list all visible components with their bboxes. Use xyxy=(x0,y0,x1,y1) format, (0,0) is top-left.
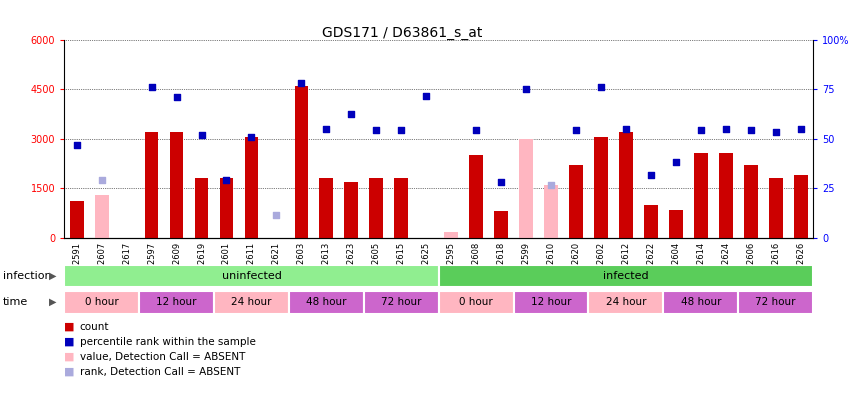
Point xyxy=(744,127,758,133)
Bar xyxy=(145,132,158,238)
Bar xyxy=(469,155,483,238)
Text: 48 hour: 48 hour xyxy=(306,297,347,307)
Bar xyxy=(370,178,383,238)
Point xyxy=(520,86,533,92)
Bar xyxy=(194,178,208,238)
Point xyxy=(669,158,683,165)
Point xyxy=(220,177,234,183)
Text: percentile rank within the sample: percentile rank within the sample xyxy=(80,337,255,347)
Bar xyxy=(64,291,139,314)
Point xyxy=(469,127,483,133)
Bar xyxy=(514,291,588,314)
Point xyxy=(544,182,558,188)
Bar xyxy=(245,137,259,238)
Bar xyxy=(663,291,738,314)
Bar xyxy=(644,205,657,238)
Point xyxy=(494,178,508,185)
Bar xyxy=(139,291,214,314)
Bar xyxy=(444,232,458,238)
Point xyxy=(395,127,408,133)
Bar xyxy=(694,153,708,238)
Bar xyxy=(294,86,308,238)
Point xyxy=(694,127,708,133)
Point xyxy=(619,126,633,132)
Bar xyxy=(719,153,733,238)
Bar xyxy=(594,137,608,238)
Point xyxy=(719,126,733,132)
Text: ■: ■ xyxy=(64,367,74,377)
Text: ■: ■ xyxy=(64,337,74,347)
Text: GDS171 / D63861_s_at: GDS171 / D63861_s_at xyxy=(322,26,483,40)
Text: 48 hour: 48 hour xyxy=(681,297,721,307)
Bar xyxy=(70,201,84,238)
Bar xyxy=(220,178,234,238)
Point xyxy=(569,127,583,133)
Text: infection: infection xyxy=(3,271,51,281)
Bar xyxy=(438,265,813,287)
Bar xyxy=(769,178,782,238)
Bar xyxy=(794,175,807,238)
Bar xyxy=(744,165,758,238)
Point xyxy=(319,126,333,132)
Bar xyxy=(344,181,358,238)
Point xyxy=(169,94,183,101)
Text: count: count xyxy=(80,322,109,332)
Text: time: time xyxy=(3,297,27,307)
Point xyxy=(95,177,109,183)
Text: uninfected: uninfected xyxy=(222,271,282,281)
Text: ▶: ▶ xyxy=(49,271,56,281)
Bar xyxy=(569,165,583,238)
Text: 24 hour: 24 hour xyxy=(606,297,646,307)
Point xyxy=(70,142,84,148)
Point xyxy=(145,84,158,91)
Point xyxy=(769,129,782,135)
Bar xyxy=(319,178,333,238)
Bar xyxy=(364,291,438,314)
Point xyxy=(270,211,283,218)
Bar xyxy=(738,291,813,314)
Text: infected: infected xyxy=(603,271,649,281)
Bar xyxy=(544,185,558,238)
Text: ■: ■ xyxy=(64,352,74,362)
Text: 12 hour: 12 hour xyxy=(157,297,197,307)
Point xyxy=(794,126,807,132)
Point xyxy=(644,172,657,178)
Text: 0 hour: 0 hour xyxy=(460,297,493,307)
Bar xyxy=(520,139,533,238)
Point xyxy=(370,127,383,133)
Bar xyxy=(64,265,438,287)
Text: 24 hour: 24 hour xyxy=(231,297,271,307)
Point xyxy=(194,132,208,139)
Bar xyxy=(619,132,633,238)
Text: ▶: ▶ xyxy=(49,297,56,307)
Point xyxy=(294,79,308,86)
Text: 12 hour: 12 hour xyxy=(531,297,571,307)
Point xyxy=(245,134,259,140)
Point xyxy=(419,93,433,99)
Text: 0 hour: 0 hour xyxy=(85,297,118,307)
Text: 72 hour: 72 hour xyxy=(756,297,796,307)
Bar xyxy=(588,291,663,314)
Text: rank, Detection Call = ABSENT: rank, Detection Call = ABSENT xyxy=(80,367,240,377)
Bar xyxy=(214,291,288,314)
Bar xyxy=(95,195,109,238)
Text: value, Detection Call = ABSENT: value, Detection Call = ABSENT xyxy=(80,352,245,362)
Bar xyxy=(494,211,508,238)
Bar xyxy=(169,132,183,238)
Text: ■: ■ xyxy=(64,322,74,332)
Bar xyxy=(669,209,683,238)
Point xyxy=(594,84,608,91)
Bar xyxy=(288,291,364,314)
Point xyxy=(344,110,358,117)
Text: 72 hour: 72 hour xyxy=(381,297,421,307)
Bar xyxy=(395,178,408,238)
Bar xyxy=(438,291,514,314)
